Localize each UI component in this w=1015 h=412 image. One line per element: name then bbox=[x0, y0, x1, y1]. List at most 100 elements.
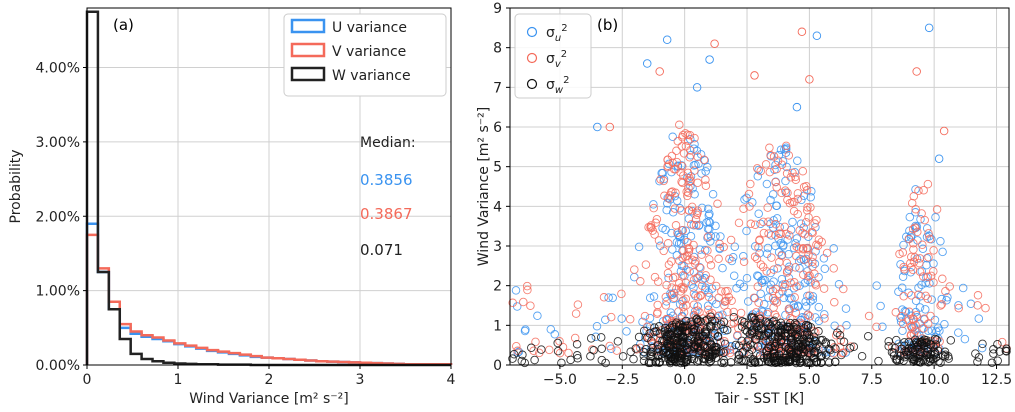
scatter-point bbox=[606, 344, 616, 353]
scatter-point bbox=[802, 186, 812, 195]
scatter-point bbox=[804, 272, 813, 281]
scatter-point bbox=[700, 327, 709, 337]
scatter-point bbox=[878, 322, 887, 332]
scatter-point bbox=[645, 293, 655, 303]
scatter-point bbox=[511, 286, 521, 295]
scatter-point bbox=[650, 327, 659, 337]
scatter-point bbox=[864, 311, 874, 321]
scatter-point bbox=[929, 259, 938, 268]
scatter-point bbox=[821, 339, 830, 348]
scatter-point bbox=[703, 232, 713, 241]
scatter-point-outlier bbox=[662, 35, 672, 44]
scatter-point bbox=[703, 246, 712, 255]
scatter-point bbox=[794, 244, 804, 253]
scatter-point bbox=[739, 204, 748, 213]
scatter-point bbox=[793, 350, 802, 359]
scatter-point bbox=[518, 350, 527, 360]
scatter-point bbox=[923, 344, 933, 354]
scatter-point bbox=[573, 353, 582, 363]
scatter-point bbox=[772, 214, 782, 223]
scatter-point bbox=[811, 337, 820, 346]
scatter-point bbox=[989, 349, 998, 358]
scatter-point bbox=[596, 333, 606, 342]
scatter-point bbox=[911, 320, 920, 330]
scatter-point bbox=[767, 253, 776, 262]
scatter-point bbox=[756, 166, 765, 176]
scatter-point bbox=[701, 181, 711, 191]
scatter-point bbox=[711, 221, 720, 231]
scatter-point bbox=[715, 239, 724, 249]
scatter-point bbox=[792, 234, 802, 243]
scatter-point bbox=[924, 253, 933, 262]
legend-label: σw2 bbox=[546, 75, 569, 96]
scatter-point bbox=[897, 311, 906, 321]
scatter-point bbox=[826, 345, 835, 355]
scatter-point bbox=[978, 339, 987, 349]
scatter-point bbox=[900, 338, 909, 347]
scatter-point bbox=[872, 322, 881, 332]
scatter-point bbox=[634, 242, 644, 252]
scatter-point bbox=[730, 242, 740, 251]
scatter-point bbox=[736, 308, 746, 318]
scatter-point bbox=[684, 355, 693, 364]
scatter-point bbox=[684, 243, 693, 253]
scatter-point bbox=[606, 312, 616, 322]
scatter-point bbox=[798, 166, 808, 176]
scatter-point bbox=[846, 342, 856, 351]
scatter-point bbox=[926, 311, 935, 321]
scatter-point bbox=[920, 347, 929, 357]
scatter-point bbox=[763, 203, 772, 212]
scatter-point bbox=[756, 260, 766, 269]
scatter-point bbox=[721, 287, 730, 296]
x-tick-label: −5.0 bbox=[543, 372, 577, 388]
scatter-point bbox=[814, 327, 823, 336]
scatter-point bbox=[681, 226, 690, 236]
scatter-point bbox=[820, 310, 829, 319]
scatter-point bbox=[769, 352, 778, 362]
x-tick-label: 1 bbox=[174, 372, 183, 388]
scatter-point bbox=[781, 358, 790, 367]
scatter-point bbox=[808, 252, 817, 261]
scatter-point bbox=[586, 352, 595, 361]
legend-box bbox=[514, 13, 592, 99]
scatter-point bbox=[746, 321, 755, 330]
y-tick-label: 3 bbox=[493, 239, 502, 255]
scatter-point bbox=[806, 203, 815, 212]
scatter-point bbox=[654, 236, 664, 245]
legend-label: W variance bbox=[332, 68, 411, 84]
scatter-point bbox=[802, 181, 811, 191]
scatter-point bbox=[768, 320, 777, 329]
scatter-point bbox=[884, 342, 893, 351]
x-tick-label: 12.5 bbox=[981, 372, 1012, 388]
x-tick-label: 4 bbox=[447, 372, 456, 388]
scatter-point bbox=[808, 228, 817, 238]
x-tick-label: 0 bbox=[83, 372, 92, 388]
scatter-point bbox=[697, 250, 706, 259]
scatter-point bbox=[655, 357, 665, 367]
scatter-point bbox=[919, 324, 928, 333]
scatter-point bbox=[926, 349, 935, 359]
scatter-point bbox=[681, 321, 690, 331]
scatter-point bbox=[733, 330, 742, 340]
scatter-point bbox=[689, 344, 699, 353]
scatter-point bbox=[820, 264, 830, 274]
scatter-point bbox=[660, 191, 669, 201]
scatter-point bbox=[765, 143, 774, 153]
scatter-point bbox=[923, 319, 933, 329]
scatter-point bbox=[722, 325, 732, 335]
scatter-point bbox=[711, 232, 720, 241]
scatter-point bbox=[940, 352, 950, 361]
scatter-point bbox=[809, 348, 819, 357]
scatter-point bbox=[923, 179, 933, 189]
scatter-point bbox=[777, 160, 787, 169]
legend-marker bbox=[526, 26, 538, 38]
scatter-point bbox=[703, 337, 712, 346]
scatter-point bbox=[811, 281, 821, 290]
scatter-point bbox=[769, 265, 779, 274]
scatter-point bbox=[677, 142, 687, 151]
scatter-point bbox=[508, 298, 517, 308]
scatter-point bbox=[728, 252, 738, 262]
median-annotation: Median: bbox=[360, 135, 416, 151]
scatter-point bbox=[646, 358, 656, 368]
